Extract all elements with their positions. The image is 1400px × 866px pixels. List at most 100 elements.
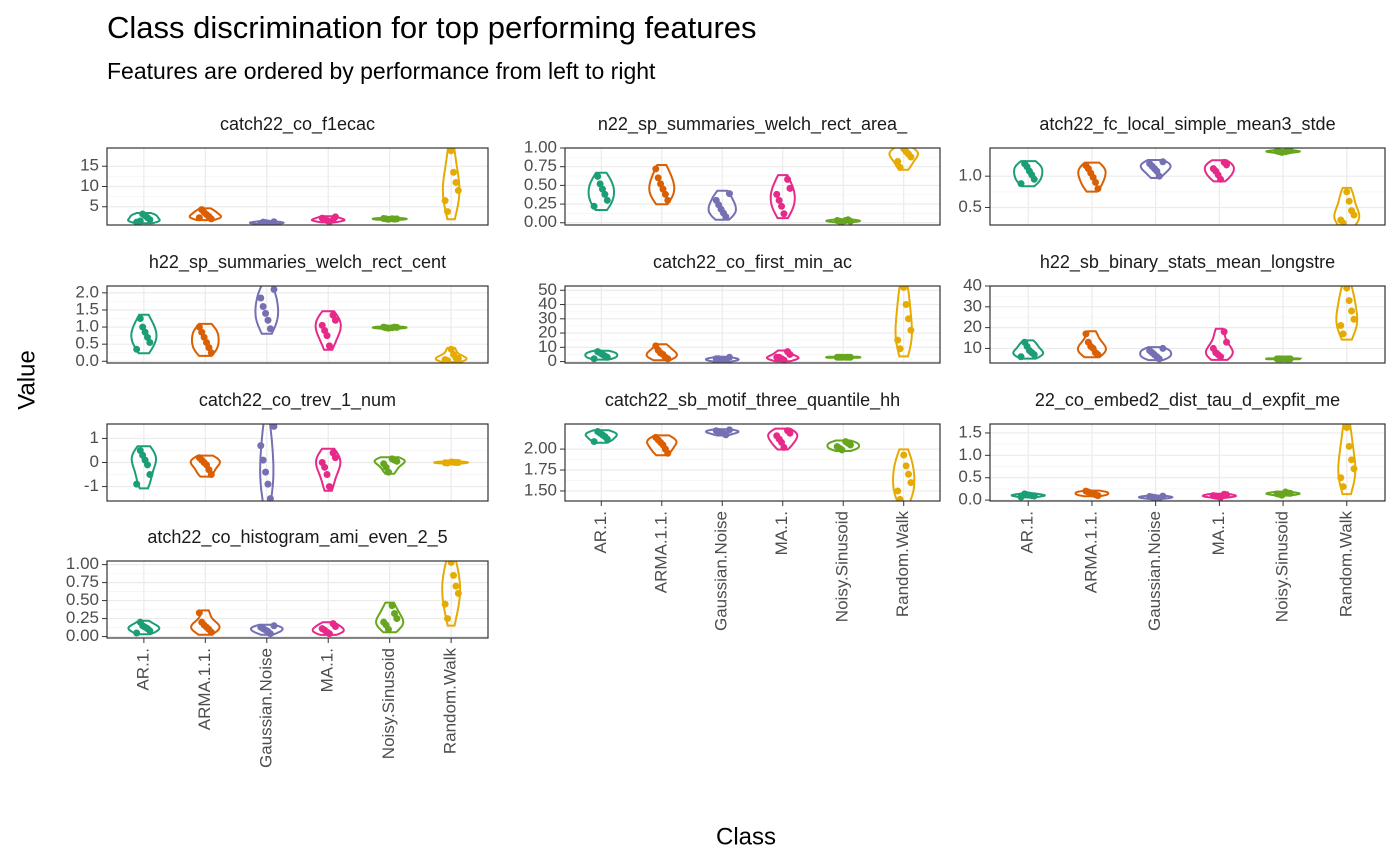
x-tick-label: Gaussian.Noise (1145, 511, 1164, 631)
point (388, 324, 396, 332)
point (1146, 493, 1154, 501)
point (773, 353, 781, 361)
point (1017, 353, 1025, 361)
point (900, 148, 908, 153)
point (594, 348, 602, 356)
y-tick-label: 40 (538, 294, 557, 313)
point (784, 175, 792, 183)
point (441, 600, 449, 608)
violin (1204, 327, 1234, 361)
point (325, 483, 333, 491)
point (257, 219, 265, 225)
y-tick-label: -1 (84, 476, 99, 495)
point (444, 615, 452, 623)
y-tick-label: 0.25 (524, 194, 557, 213)
panel-border (106, 147, 489, 226)
point (778, 202, 786, 210)
x-tick-label: MA.1. (1209, 511, 1228, 555)
panel-data (584, 426, 916, 501)
point (380, 323, 388, 331)
y-tick-label: 0.5 (75, 334, 99, 353)
point (905, 470, 913, 478)
point (270, 218, 278, 225)
panel-border (989, 423, 1386, 502)
point (388, 215, 396, 223)
violin (375, 601, 405, 634)
panel-border (564, 285, 941, 364)
point (1082, 487, 1090, 495)
y-tick-label: 0.50 (524, 175, 557, 194)
strip-label: catch22_co_f1ecac (220, 114, 375, 135)
point (784, 348, 792, 356)
point (452, 178, 460, 186)
point (454, 187, 462, 195)
strip-label: atch22_co_histogram_ami_even_2_5 (147, 527, 447, 548)
point (725, 190, 733, 198)
point (594, 428, 602, 436)
point (452, 582, 460, 590)
y-tick-label: 2.00 (524, 439, 557, 458)
violin (648, 164, 676, 206)
x-tick-label: Random.Walk (441, 648, 460, 755)
point (266, 495, 274, 501)
point (133, 480, 141, 488)
strip-label: h22_sp_summaries_welch_rect_cent (149, 252, 446, 273)
point (318, 459, 326, 466)
strip-label: 22_co_embed2_dist_tau_d_expfit_me (1035, 390, 1340, 411)
y-tick-label: 0 (548, 351, 557, 370)
point (601, 190, 609, 198)
point (270, 286, 278, 293)
violin (126, 212, 161, 225)
point (444, 208, 452, 216)
point (447, 345, 455, 353)
point (1220, 328, 1228, 336)
point (264, 480, 272, 488)
y-tick-label: 0.25 (66, 608, 99, 627)
panel-background (565, 148, 940, 225)
point (380, 460, 388, 468)
y-tick-label: 0.0 (958, 490, 982, 509)
x-axis-title: Class (716, 823, 776, 850)
y-tick-label: 1.00 (66, 554, 99, 573)
point (1281, 488, 1289, 496)
y-tick-label: 1.00 (524, 137, 557, 156)
x-tick-label: ARMA.1.1. (195, 648, 214, 730)
point (1021, 490, 1029, 498)
point (1223, 338, 1231, 346)
x-tick-label: AR.1. (591, 511, 610, 554)
strip-label: catch22_co_trev_1_num (199, 390, 396, 411)
point (447, 561, 455, 566)
y-tick-label: 0.75 (66, 572, 99, 591)
point (902, 462, 910, 470)
point (594, 172, 602, 180)
point (657, 180, 665, 188)
point (136, 618, 144, 626)
point (441, 197, 449, 205)
point (318, 625, 326, 633)
point (712, 427, 720, 435)
violin (707, 189, 737, 221)
y-tick-label: 0.75 (524, 156, 557, 175)
x-tick-label: ARMA.1.1. (1081, 511, 1100, 593)
panel-background (990, 148, 1385, 225)
panel-border (989, 285, 1386, 364)
point (905, 315, 913, 323)
point (198, 618, 206, 626)
point (1220, 158, 1228, 166)
strip-label: catch22_sb_motif_three_quantile_hh (605, 390, 900, 411)
point (596, 180, 604, 188)
point (1345, 297, 1353, 305)
violin (766, 349, 800, 363)
point (1273, 148, 1281, 155)
point (712, 355, 720, 363)
point (323, 471, 331, 479)
point (257, 294, 265, 302)
point (1343, 188, 1351, 196)
point (590, 202, 598, 210)
point (1082, 330, 1090, 338)
y-tick-label: 30 (963, 296, 982, 315)
y-tick-label: 1.0 (75, 317, 99, 336)
point (902, 301, 910, 309)
point (441, 459, 449, 467)
